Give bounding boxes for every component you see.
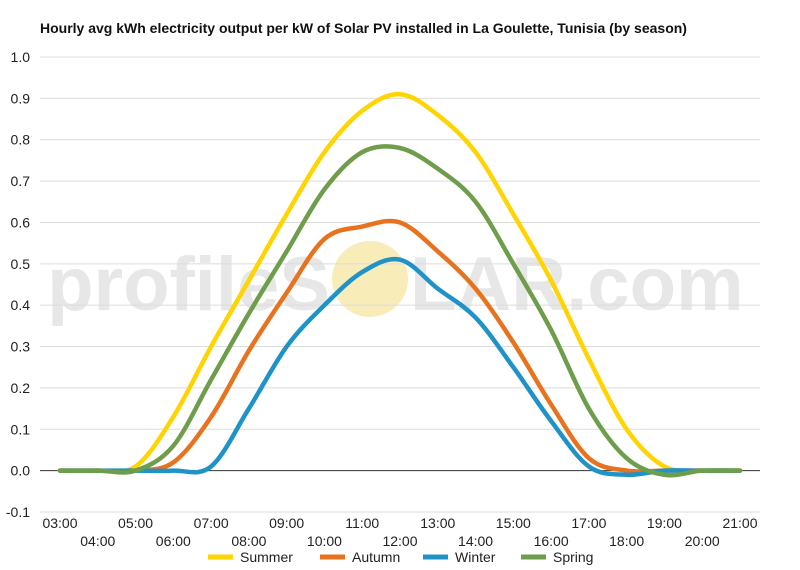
- x-tick-label: 07:00: [194, 515, 229, 531]
- x-tick-label: 06:00: [156, 533, 191, 549]
- x-tick-label: 18:00: [609, 533, 644, 549]
- y-tick-label: 0.5: [11, 256, 31, 272]
- x-tick-label: 11:00: [345, 515, 379, 531]
- x-tick-label: 03:00: [42, 515, 77, 531]
- x-tick-label: 05:00: [118, 515, 153, 531]
- x-tick-label: 17:00: [571, 515, 606, 531]
- watermark-text-left: profileS: [47, 242, 330, 327]
- y-tick-label: 1.0: [11, 49, 31, 65]
- series-line-winter: [57, 256, 743, 478]
- legend: Summer Autumn Winter Spring: [208, 549, 593, 565]
- legend-label-spring: Spring: [553, 549, 593, 565]
- x-tick-label: 09:00: [269, 515, 304, 531]
- y-axis: 1.0 0.9 0.8 0.7 0.6 0.5 0.4 0.3 0.2 0.1 0.0 -0.1: [6, 49, 30, 520]
- watermark-text-right: LAR.com: [410, 242, 744, 327]
- series-line-summer: [57, 91, 743, 474]
- chart-title: Hourly avg kWh electricity output per kW…: [40, 20, 687, 36]
- x-tick-label: 10:00: [307, 533, 342, 549]
- series-line-spring: [57, 144, 743, 478]
- legend-label-summer: Summer: [240, 549, 293, 565]
- x-tick-label: 04:00: [80, 533, 115, 549]
- x-tick-label: 15:00: [496, 515, 531, 531]
- series-group: [57, 91, 743, 478]
- x-axis: 03:0004:0005:0006:0007:0008:0009:0010:00…: [42, 515, 757, 549]
- x-tick-label: 13:00: [420, 515, 455, 531]
- y-tick-label: 0.0: [11, 463, 31, 479]
- x-tick-label: 16:00: [534, 533, 569, 549]
- y-tick-label: 0.8: [11, 132, 31, 148]
- y-tick-label: 0.4: [11, 297, 31, 313]
- legend-label-autumn: Autumn: [352, 549, 400, 565]
- y-tick-label: 0.9: [11, 90, 31, 106]
- y-tick-label: 0.1: [11, 421, 31, 437]
- series-line-autumn: [57, 218, 743, 474]
- x-tick-label: 14:00: [458, 533, 493, 549]
- x-tick-label: 19:00: [647, 515, 682, 531]
- x-tick-label: 20:00: [685, 533, 720, 549]
- x-tick-label: 08:00: [231, 533, 266, 549]
- watermark: profileS LAR.com: [47, 241, 744, 327]
- legend-label-winter: Winter: [455, 549, 496, 565]
- y-tick-label: -0.1: [6, 504, 30, 520]
- y-tick-label: 0.6: [11, 214, 31, 230]
- x-tick-label: 12:00: [382, 533, 417, 549]
- y-tick-label: 0.2: [11, 380, 31, 396]
- x-tick-label: 21:00: [722, 515, 757, 531]
- y-tick-label: 0.7: [11, 173, 31, 189]
- y-tick-label: 0.3: [11, 339, 31, 355]
